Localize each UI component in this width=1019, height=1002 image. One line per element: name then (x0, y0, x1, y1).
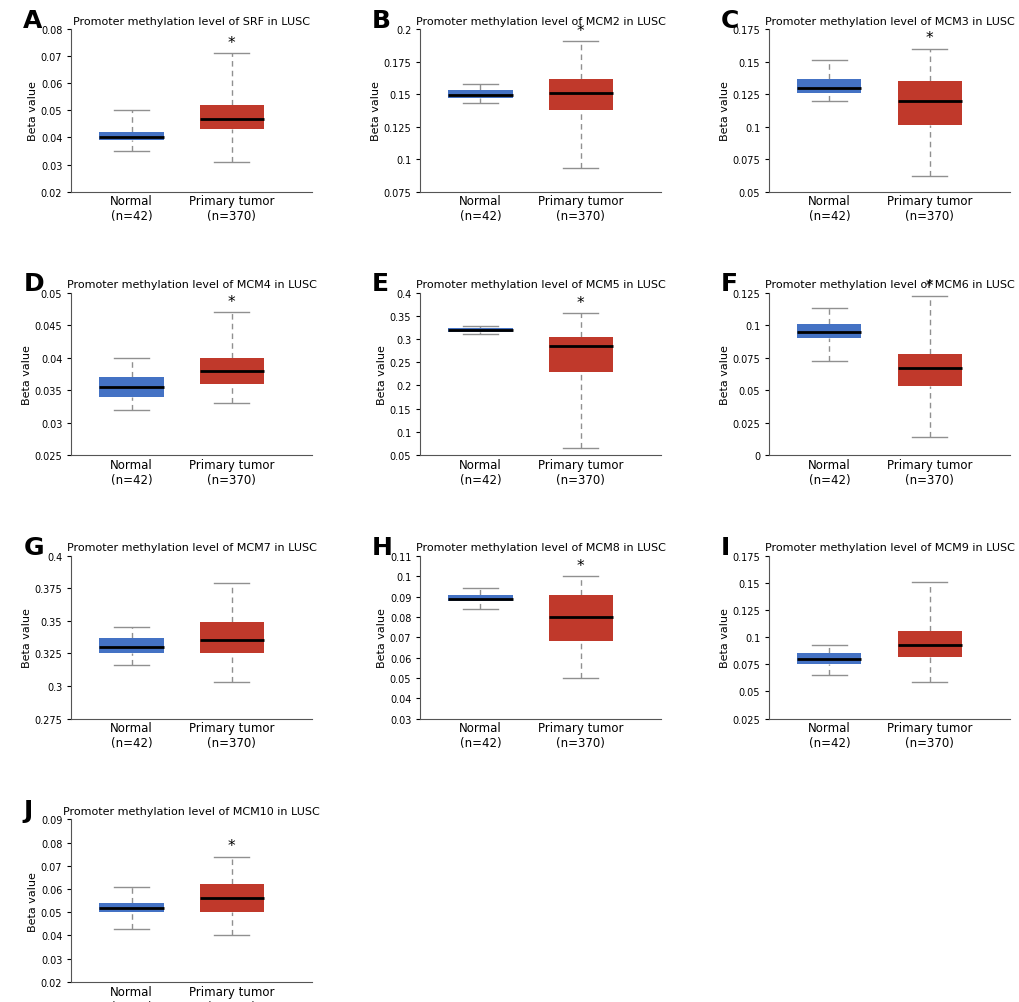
Y-axis label: Beta value: Beta value (21, 607, 32, 667)
Y-axis label: Beta value: Beta value (370, 81, 380, 141)
Bar (448, 595, 512, 601)
Y-axis label: Beta value: Beta value (377, 607, 386, 667)
Text: B: B (372, 9, 390, 33)
Text: G: G (23, 535, 44, 559)
Title: Promoter methylation level of MCM3 in LUSC: Promoter methylation level of MCM3 in LU… (764, 16, 1013, 26)
Title: Promoter methylation level of SRF in LUSC: Promoter methylation level of SRF in LUS… (73, 16, 310, 26)
Text: C: C (720, 9, 739, 33)
Text: *: * (925, 279, 932, 294)
Text: J: J (23, 799, 33, 823)
Text: I: I (720, 535, 730, 559)
Title: Promoter methylation level of MCM4 in LUSC: Promoter methylation level of MCM4 in LU… (66, 280, 316, 290)
Title: Promoter methylation level of MCM10 in LUSC: Promoter methylation level of MCM10 in L… (63, 806, 320, 816)
Text: *: * (228, 839, 235, 854)
Y-axis label: Beta value: Beta value (719, 345, 729, 405)
Text: D: D (23, 273, 44, 296)
Y-axis label: Beta value: Beta value (376, 345, 386, 405)
Bar (200, 358, 264, 384)
Y-axis label: Beta value: Beta value (719, 607, 729, 667)
Bar (100, 638, 163, 654)
Text: E: E (372, 273, 389, 296)
Text: *: * (228, 36, 235, 51)
Bar (100, 903, 163, 913)
Bar (200, 885, 264, 913)
Y-axis label: Beta value: Beta value (29, 81, 38, 141)
Bar (200, 622, 264, 654)
Bar (100, 378, 163, 397)
Bar (200, 106, 264, 130)
Text: *: * (577, 296, 584, 311)
Title: Promoter methylation level of MCM9 in LUSC: Promoter methylation level of MCM9 in LU… (764, 543, 1014, 553)
Title: Promoter methylation level of MCM5 in LUSC: Promoter methylation level of MCM5 in LU… (416, 280, 664, 290)
Title: Promoter methylation level of MCM7 in LUSC: Promoter methylation level of MCM7 in LU… (66, 543, 316, 553)
Text: *: * (577, 558, 584, 573)
Text: H: H (372, 535, 392, 559)
Text: F: F (720, 273, 738, 296)
Title: Promoter methylation level of MCM8 in LUSC: Promoter methylation level of MCM8 in LU… (416, 543, 664, 553)
Bar (548, 338, 612, 373)
Bar (548, 595, 612, 641)
Bar (100, 133, 163, 141)
Bar (797, 325, 861, 339)
Bar (797, 654, 861, 664)
Title: Promoter methylation level of MCM2 in LUSC: Promoter methylation level of MCM2 in LU… (416, 16, 664, 26)
Y-axis label: Beta value: Beta value (21, 345, 32, 405)
Text: *: * (228, 295, 235, 310)
Text: A: A (23, 9, 43, 33)
Text: *: * (577, 23, 584, 38)
Bar (548, 79, 612, 110)
Bar (897, 355, 961, 387)
Title: Promoter methylation level of MCM6 in LUSC: Promoter methylation level of MCM6 in LU… (764, 280, 1013, 290)
Y-axis label: Beta value: Beta value (719, 81, 729, 141)
Bar (797, 79, 861, 94)
Bar (448, 329, 512, 333)
Bar (897, 82, 961, 126)
Text: *: * (925, 31, 932, 46)
Bar (897, 631, 961, 657)
Y-axis label: Beta value: Beta value (29, 871, 38, 931)
Bar (448, 91, 512, 99)
